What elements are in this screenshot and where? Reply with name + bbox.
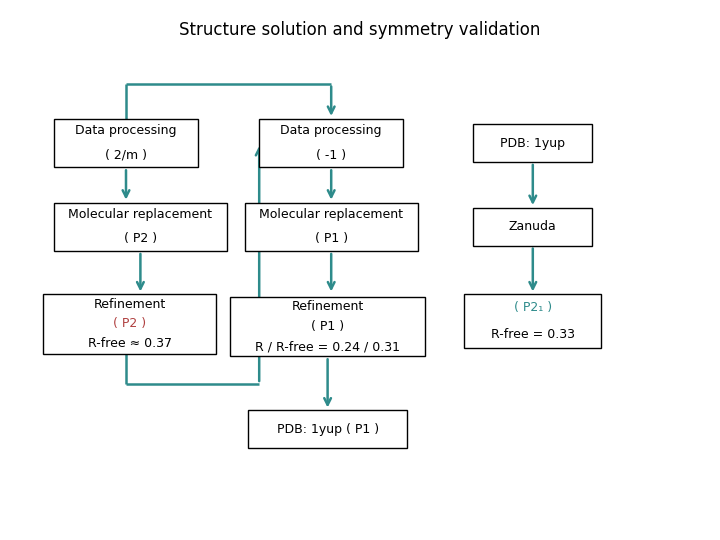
FancyBboxPatch shape	[43, 294, 216, 354]
Text: Molecular replacement: Molecular replacement	[68, 208, 212, 221]
FancyBboxPatch shape	[230, 297, 425, 356]
Text: R-free = 0.33: R-free = 0.33	[491, 328, 575, 341]
Text: Data processing: Data processing	[281, 124, 382, 138]
Text: PDB: 1yup ( P1 ): PDB: 1yup ( P1 )	[276, 423, 379, 436]
Text: Structure solution and symmetry validation: Structure solution and symmetry validati…	[179, 21, 541, 39]
Text: ( P1 ): ( P1 )	[311, 320, 344, 333]
Text: PDB: 1yup: PDB: 1yup	[500, 137, 565, 150]
Text: ( 2/m ): ( 2/m )	[105, 148, 147, 162]
FancyBboxPatch shape	[474, 124, 593, 162]
Text: Refinement: Refinement	[292, 300, 364, 313]
FancyBboxPatch shape	[54, 119, 198, 167]
Text: R / R-free = 0.24 / 0.31: R / R-free = 0.24 / 0.31	[255, 340, 400, 353]
Text: ( P1 ): ( P1 )	[315, 232, 348, 246]
FancyBboxPatch shape	[464, 294, 601, 348]
FancyBboxPatch shape	[259, 119, 403, 167]
Text: R-free ≈ 0.37: R-free ≈ 0.37	[88, 338, 171, 350]
Text: Zanuda: Zanuda	[509, 220, 557, 233]
Text: ( P2 ): ( P2 )	[124, 232, 157, 246]
Text: ( P2₁ ): ( P2₁ )	[514, 301, 552, 314]
FancyBboxPatch shape	[245, 202, 418, 251]
FancyBboxPatch shape	[474, 208, 593, 246]
Text: Refinement: Refinement	[94, 298, 166, 310]
Text: ( P2 ): ( P2 )	[113, 318, 146, 330]
Text: Molecular replacement: Molecular replacement	[259, 208, 403, 221]
Text: Data processing: Data processing	[76, 124, 176, 138]
FancyBboxPatch shape	[54, 202, 227, 251]
Text: ( -1 ): ( -1 )	[316, 148, 346, 162]
FancyBboxPatch shape	[248, 410, 407, 448]
